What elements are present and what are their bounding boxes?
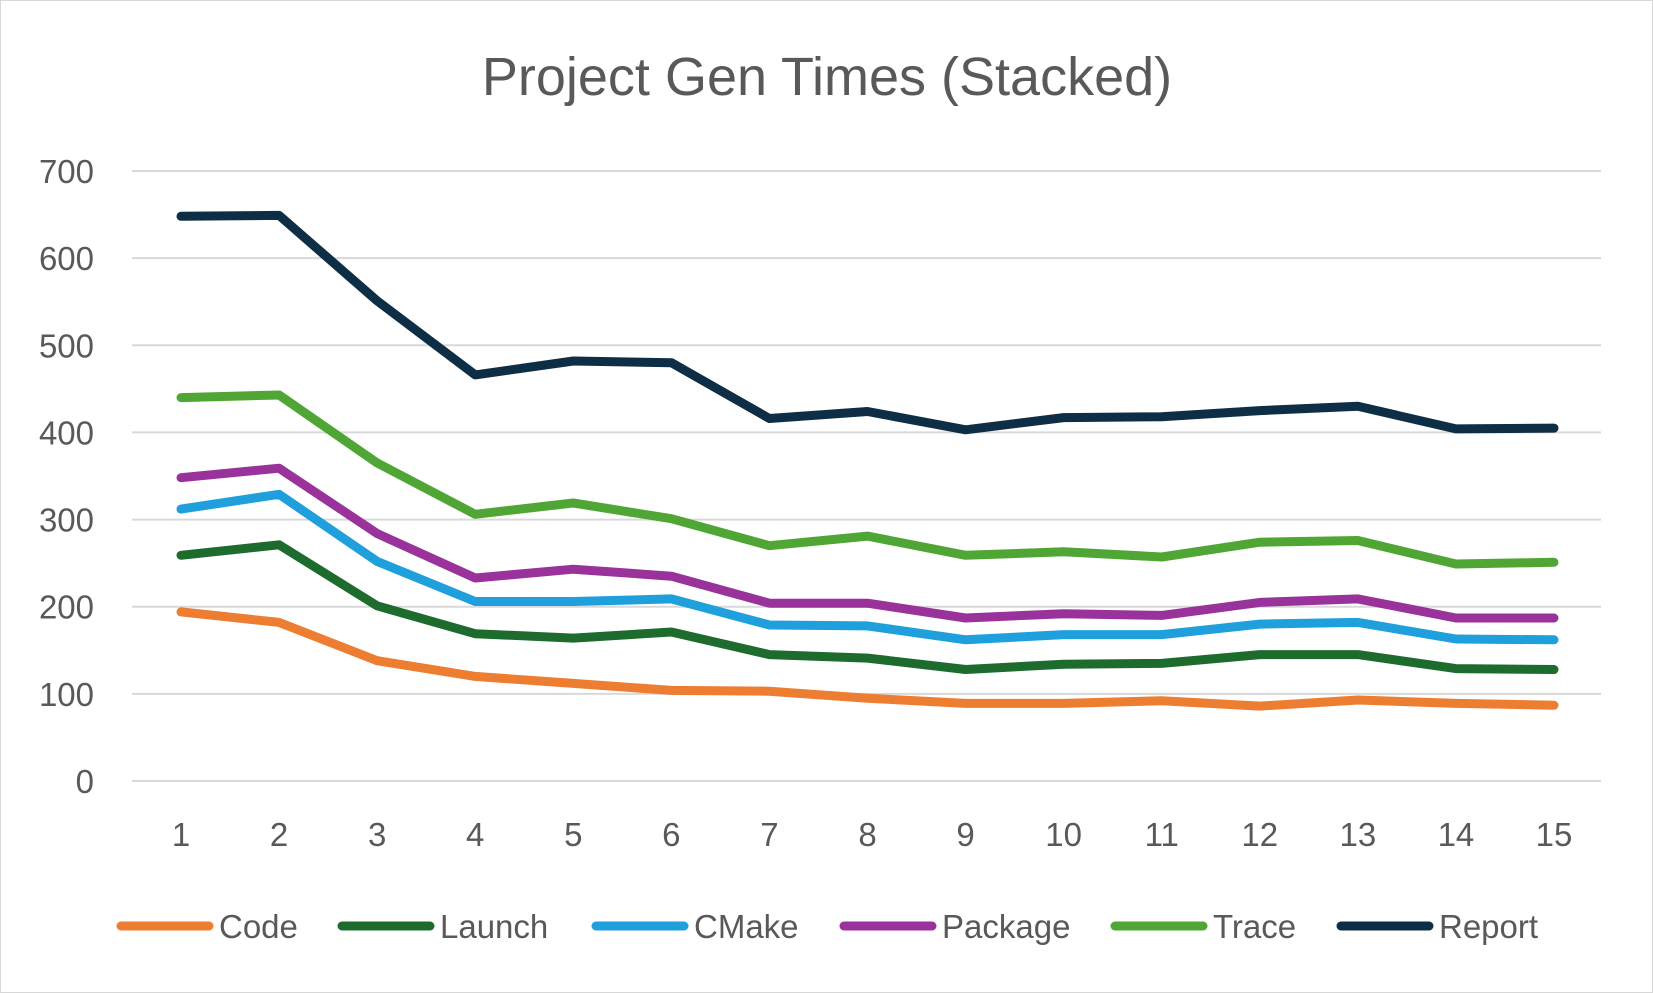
x-tick-label: 5 [564, 816, 582, 853]
legend-label-launch: Launch [440, 908, 548, 945]
y-tick-label: 300 [39, 502, 94, 539]
y-tick-label: 100 [39, 676, 94, 713]
series-line-report [176, 210, 1559, 435]
x-tick-label: 3 [368, 816, 386, 853]
y-tick-label: 500 [39, 327, 94, 364]
legend: Code Launch CMake Package Trace Report [116, 908, 1538, 945]
gridlines [132, 170, 1601, 782]
x-tick-label: 6 [662, 816, 680, 853]
y-tick-label: 0 [76, 763, 94, 800]
legend-label-cmake: CMake [694, 908, 799, 945]
x-tick-label: 7 [760, 816, 778, 853]
y-tick-label: 400 [39, 414, 94, 451]
series-lines [176, 210, 1559, 711]
x-tick-label: 14 [1438, 816, 1475, 853]
y-tick-label: 200 [39, 589, 94, 626]
x-tick-label: 9 [956, 816, 974, 853]
x-tick-label: 2 [270, 816, 288, 853]
x-tick-label: 10 [1045, 816, 1082, 853]
legend-label-package: Package [942, 908, 1070, 945]
y-tick-label: 600 [39, 240, 94, 277]
chart-title: Project Gen Times (Stacked) [482, 47, 1172, 107]
legend-label-trace: Trace [1213, 908, 1296, 945]
series-line-launch [176, 540, 1559, 674]
x-tick-label: 8 [858, 816, 876, 853]
y-axis-tick-labels: 0 100 200 300 400 500 600 700 [39, 153, 94, 800]
x-tick-label: 13 [1339, 816, 1376, 853]
series-line-code [176, 607, 1559, 711]
series-line-trace [176, 390, 1559, 569]
x-tick-label: 12 [1241, 816, 1278, 853]
legend-label-code: Code [219, 908, 298, 945]
series-line-package [176, 463, 1559, 623]
x-axis-tick-labels: 1 2 3 4 5 6 7 8 9 10 11 12 13 14 15 [172, 816, 1573, 853]
x-tick-label: 11 [1145, 816, 1179, 853]
y-tick-label: 700 [39, 153, 94, 190]
legend-label-report: Report [1439, 908, 1538, 945]
series-line-cmake [176, 489, 1559, 645]
x-tick-label: 4 [466, 816, 484, 853]
x-tick-label: 15 [1536, 816, 1573, 853]
x-tick-label: 1 [172, 816, 190, 853]
